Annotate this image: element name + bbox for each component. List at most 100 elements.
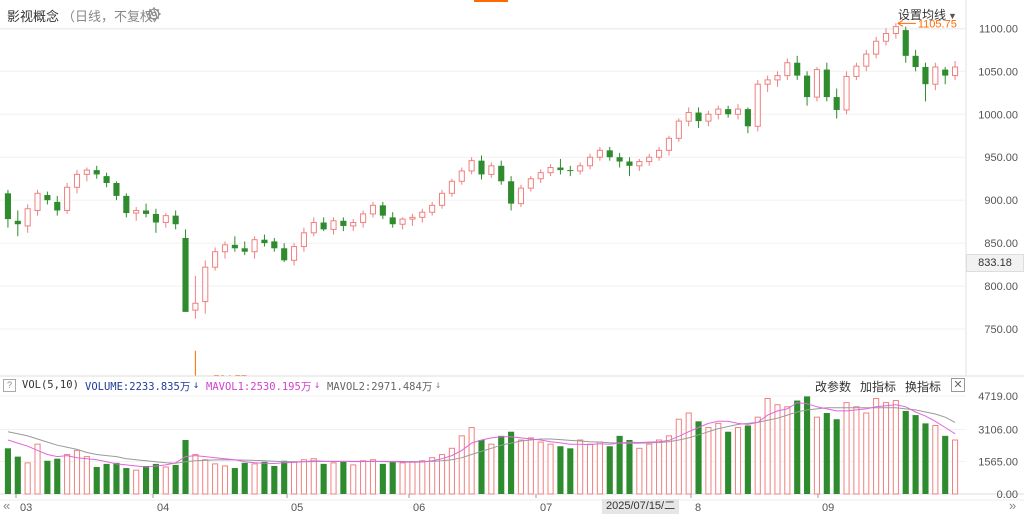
close-icon[interactable]: ✕ — [951, 378, 965, 392]
arrow-down-icon: ↓ — [435, 379, 442, 391]
volume-bar — [902, 410, 909, 494]
arrow-down-icon: ↓ — [193, 379, 200, 391]
arrow-left-icon — [897, 19, 904, 27]
volume-bar — [932, 424, 939, 495]
volume-bar — [281, 460, 288, 494]
volume-bar — [517, 439, 525, 495]
gear-icon[interactable] — [147, 7, 161, 21]
candle-body — [656, 149, 663, 158]
candle-body — [300, 232, 307, 248]
volume-bar — [784, 406, 791, 495]
candle-body — [113, 182, 120, 196]
volume-bar — [547, 443, 554, 495]
candle-body — [310, 222, 317, 234]
volume-bar — [64, 454, 71, 495]
candle-body — [34, 192, 41, 211]
volume-bar — [231, 468, 238, 494]
candle-body — [340, 220, 347, 226]
candle-body — [626, 161, 633, 166]
volume-bar — [685, 412, 692, 495]
candle-body — [290, 246, 298, 261]
low-annotation-label: 724.77 — [213, 374, 247, 376]
volume-bar — [133, 469, 140, 495]
candle-body — [251, 239, 258, 253]
price-chart[interactable]: 1100.00 1050.00 1000.00 950.00 900.00 850.00 8… — [0, 0, 1024, 376]
price-tick-label: 900.00 — [984, 195, 1018, 207]
candle-body — [261, 239, 268, 244]
switch-indicator-button[interactable]: 换指标 — [905, 380, 942, 394]
candle-body — [14, 220, 21, 225]
candle-body — [873, 40, 880, 55]
candle-body — [527, 178, 534, 189]
candle-body — [813, 69, 821, 98]
candle-body — [882, 33, 890, 42]
candle-body — [715, 108, 722, 115]
candle-body — [596, 149, 603, 158]
edit-params-button[interactable]: 改参数 — [815, 380, 852, 394]
volume-bar — [24, 462, 31, 495]
price-tick-label: 1050.00 — [978, 66, 1018, 78]
volume-bar — [350, 464, 357, 495]
candle-body — [241, 248, 248, 252]
current-price-label: 833.18 — [966, 254, 1024, 272]
candle-body — [705, 113, 712, 122]
volume-bar — [843, 402, 850, 495]
candle-body — [517, 187, 525, 205]
candle-body — [675, 120, 682, 139]
mavol2-value: MAVOL2:2971.484万 — [327, 381, 433, 393]
chart-subtitle: （日线，不复权） — [62, 9, 167, 24]
volume-bar — [14, 456, 21, 494]
candle-body — [142, 210, 150, 214]
volume-bar — [764, 397, 771, 495]
volume-bar — [34, 443, 41, 495]
volume-bar — [804, 396, 811, 494]
volume-tick-label: 3106.00 — [978, 424, 1018, 436]
candle-body — [468, 160, 475, 172]
candle-body — [942, 69, 949, 76]
volume-bar — [261, 461, 268, 494]
candle-body — [419, 211, 426, 218]
volume-bar — [152, 463, 159, 494]
add-indicator-button[interactable]: 加指标 — [860, 380, 897, 394]
volume-bar — [468, 427, 475, 495]
volume-bar — [754, 416, 761, 495]
settings-ma-button[interactable]: 设置均线 ▼ — [898, 6, 957, 23]
mavol1-line — [7, 402, 956, 468]
volume-bar — [537, 441, 544, 495]
candle-body — [152, 213, 159, 223]
candle-body — [853, 65, 860, 77]
high-annotation-label: 1105.75 — [918, 18, 957, 30]
candle-body — [448, 180, 455, 194]
candle-body — [833, 97, 840, 110]
candle-body — [202, 266, 209, 303]
candle-body — [952, 66, 959, 77]
vol-indicator-label: VOL(5,10) — [22, 379, 79, 391]
volume-bar — [409, 461, 416, 495]
candle-body — [44, 195, 51, 201]
volume-bar — [478, 440, 485, 494]
volume-bar — [567, 448, 574, 494]
volume-bar — [952, 439, 959, 495]
candle-body — [221, 244, 229, 253]
candle-body — [73, 173, 81, 188]
volume-bar — [823, 413, 830, 494]
time-tick-label: 04 — [157, 502, 169, 514]
volume-bar — [892, 400, 899, 495]
volume-bar — [646, 443, 653, 495]
volume-bar — [942, 435, 949, 494]
candle-body — [429, 204, 436, 213]
candle-body — [409, 216, 416, 220]
arrow-down-icon: ↓ — [314, 379, 321, 391]
volume-bar — [290, 461, 298, 495]
volume-bar — [212, 463, 219, 495]
help-icon[interactable]: ? — [3, 379, 16, 392]
volume-bar — [251, 463, 258, 495]
volume-bar — [162, 466, 169, 495]
candle-body — [93, 170, 100, 175]
candle-body — [586, 156, 594, 167]
candle-body — [636, 161, 643, 167]
volume-bar — [833, 419, 840, 494]
mavol2-line — [7, 407, 956, 464]
candle-body — [162, 215, 169, 224]
